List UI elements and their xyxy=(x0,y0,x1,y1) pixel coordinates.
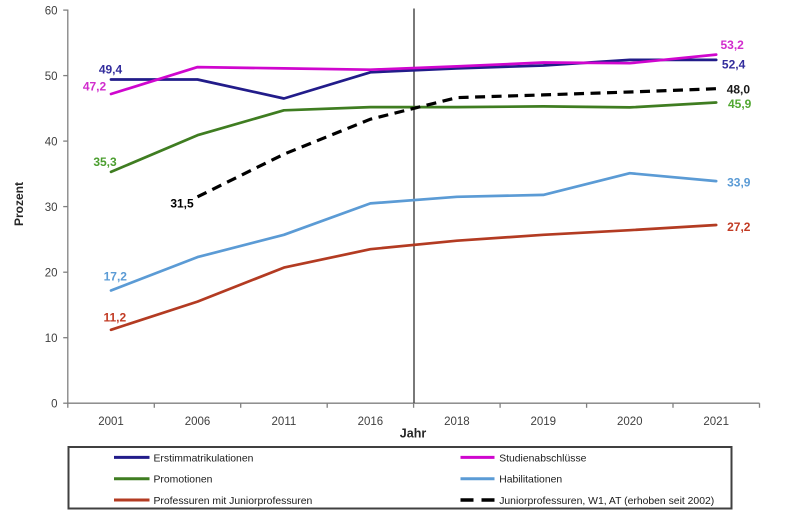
svg-text:60: 60 xyxy=(45,5,58,17)
svg-text:2018: 2018 xyxy=(444,416,470,428)
svg-text:49,4: 49,4 xyxy=(99,63,123,77)
svg-text:45,9: 45,9 xyxy=(728,97,752,111)
svg-text:17,2: 17,2 xyxy=(104,269,128,283)
svg-text:27,2: 27,2 xyxy=(727,220,751,234)
svg-text:2019: 2019 xyxy=(531,416,557,428)
svg-text:Jahr: Jahr xyxy=(400,427,427,441)
svg-text:0: 0 xyxy=(51,398,57,410)
svg-text:Studienabschlüsse: Studienabschlüsse xyxy=(499,453,586,464)
svg-text:Erstimmatrikulationen: Erstimmatrikulationen xyxy=(154,453,254,464)
svg-text:2006: 2006 xyxy=(185,416,211,428)
svg-text:2016: 2016 xyxy=(358,416,384,428)
svg-text:Promotionen: Promotionen xyxy=(154,475,213,486)
svg-text:47,2: 47,2 xyxy=(83,79,107,93)
svg-text:11,2: 11,2 xyxy=(103,311,126,325)
svg-text:40: 40 xyxy=(45,136,58,148)
svg-text:53,2: 53,2 xyxy=(721,38,745,52)
svg-text:2021: 2021 xyxy=(703,416,729,428)
svg-text:48,0: 48,0 xyxy=(727,82,751,96)
svg-text:52,4: 52,4 xyxy=(722,58,746,72)
svg-text:20: 20 xyxy=(45,267,58,279)
svg-text:2020: 2020 xyxy=(617,416,643,428)
svg-text:35,3: 35,3 xyxy=(93,155,117,169)
svg-text:31,5: 31,5 xyxy=(170,197,194,211)
svg-text:Habilitationen: Habilitationen xyxy=(499,475,562,486)
svg-text:Professuren mit Juniorprofessu: Professuren mit Juniorprofessuren xyxy=(154,496,313,507)
svg-text:Juniorprofessuren, W1, AT (erh: Juniorprofessuren, W1, AT (erhoben seit … xyxy=(499,496,714,507)
svg-text:50: 50 xyxy=(45,71,58,83)
svg-text:30: 30 xyxy=(45,202,58,214)
svg-text:10: 10 xyxy=(45,333,58,345)
svg-text:2011: 2011 xyxy=(272,416,297,428)
svg-text:2001: 2001 xyxy=(98,416,124,428)
svg-text:33,9: 33,9 xyxy=(727,175,751,189)
svg-text:Prozent: Prozent xyxy=(12,182,26,226)
